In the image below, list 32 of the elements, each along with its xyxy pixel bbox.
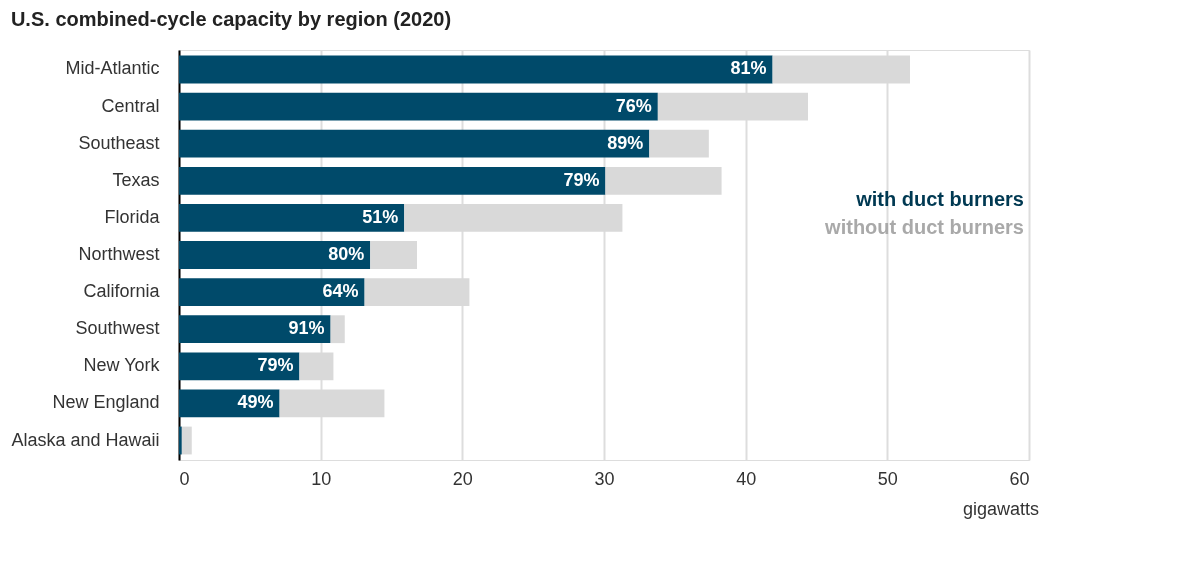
annotation: 64% — [322, 281, 359, 302]
y-tick-label: Alaska and Hawaii — [11, 429, 160, 450]
x-tick-label: 60 — [1009, 468, 1030, 489]
y-tick-label: Texas — [112, 169, 160, 190]
x-tick-label: 40 — [736, 468, 757, 489]
x-tick-label: 10 — [311, 468, 332, 489]
text: with duct burners — [855, 188, 1024, 210]
y-tick-label: Southeast — [78, 132, 160, 153]
annotation: 91% — [288, 318, 325, 339]
y-tick-label: California — [83, 281, 161, 302]
annotation: 81% — [730, 58, 767, 79]
chart-title: U.S. combined-cycle capacity by region (2020) — [10, 8, 452, 30]
y-tick-label: Southwest — [75, 318, 160, 339]
y-tick-label: Northwest — [78, 244, 160, 264]
annotation: 79% — [257, 355, 294, 376]
x-tick-label: 20 — [452, 468, 473, 489]
y-tick-label: Mid-Atlantic — [65, 58, 160, 79]
annotation: 49% — [237, 392, 274, 413]
annotation: 51% — [362, 206, 399, 227]
text: without duct burners — [824, 216, 1024, 238]
annotation: 80% — [328, 244, 365, 264]
y-tick-label: Florida — [104, 206, 161, 227]
annotation: 79% — [563, 169, 600, 190]
y-tick-label: New York — [83, 355, 161, 376]
y-tick-label: Central — [101, 95, 160, 116]
x-axis-title: gigawatts — [962, 499, 1039, 519]
x-tick-label: 30 — [594, 468, 615, 489]
y-tick-label: New England — [52, 392, 160, 413]
annotation: 76% — [615, 95, 652, 116]
x-tick-label: 50 — [877, 468, 898, 489]
x-tick-label: 0 — [179, 468, 190, 489]
annotation: 89% — [607, 132, 644, 153]
